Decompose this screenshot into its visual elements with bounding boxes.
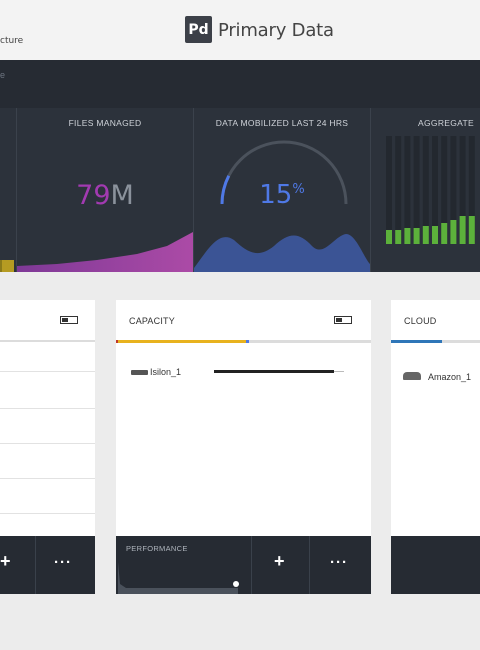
performance-handle-icon[interactable] (233, 581, 239, 587)
left-card: + ··· (0, 300, 95, 594)
capacity-track (116, 340, 371, 343)
cloud-title: CLOUD (404, 316, 437, 326)
data-mobilized-gauge (194, 140, 370, 272)
aggregate-panel: AGGREGATE (371, 108, 480, 272)
nav-fragment: e (0, 70, 6, 80)
data-mobilized-panel: DATA MOBILIZED LAST 24 HRS 15% (194, 108, 370, 272)
capacity-footer: PERFORMANCE + ··· (116, 536, 371, 594)
stub-bar (0, 260, 2, 272)
data-mobilized-unit: % (292, 182, 305, 197)
aggregate-bar-bg (413, 136, 420, 244)
aggregate-bar (422, 226, 429, 244)
capacity-card: CAPACITY Isilon_1 PERFORMANCE + ··· (116, 300, 371, 594)
storage-item-label[interactable]: Isilon_1 (150, 367, 182, 377)
view-toggle-icon[interactable] (60, 316, 78, 324)
aggregate-bar-bg (450, 136, 457, 244)
storage-icon (131, 370, 148, 375)
performance-label: PERFORMANCE (126, 544, 188, 553)
cloud-footer (391, 536, 480, 594)
row-divider (0, 513, 95, 514)
panel-divider (193, 108, 194, 272)
data-mobilized-value-wrap: 15% (194, 180, 370, 210)
add-button[interactable]: + (0, 551, 11, 571)
capacity-fill (118, 340, 246, 343)
aggregate-bar (413, 228, 420, 244)
panel-divider (370, 108, 371, 272)
aggregate-bar-bg (404, 136, 411, 244)
footer-divider (35, 536, 36, 594)
aggregate-bar (459, 216, 466, 244)
performance-sparkline (118, 562, 239, 594)
storage-usage-remaining (334, 371, 344, 372)
aggregate-bar-bg (468, 136, 475, 244)
aggregate-bar-bg (459, 136, 466, 244)
data-mobilized-wave (194, 234, 370, 272)
files-managed-unit: M (110, 180, 134, 211)
cloud-item-label[interactable]: Amazon_1 (428, 372, 472, 382)
view-toggle-icon[interactable] (334, 316, 352, 324)
aggregate-bar (441, 223, 448, 244)
aggregate-bar-bg (441, 136, 448, 244)
cloud-card: CLOUD Amazon_1 (391, 300, 480, 594)
logo-icon: Pd (185, 16, 212, 43)
aggregate-bar-bg (432, 136, 438, 244)
row-divider (0, 371, 95, 372)
row-divider (0, 408, 95, 409)
files-managed-value-wrap: 79M (17, 180, 193, 211)
more-button[interactable]: ··· (54, 554, 72, 571)
footer-divider (309, 536, 310, 594)
aggregate-bar-bg (395, 136, 402, 244)
aggregate-bar (450, 220, 457, 244)
left-card-bar (0, 340, 95, 342)
files-managed-value: 79 (76, 180, 111, 211)
aggregate-bar (404, 228, 411, 244)
cloud-track (391, 340, 480, 343)
more-capacity-button[interactable]: ··· (330, 554, 348, 571)
aggregate-bar-bg (386, 136, 392, 244)
cloud-icon (403, 372, 421, 380)
aggregate-bar-bg (422, 136, 429, 244)
app-header (0, 0, 480, 60)
data-mobilized-value: 15 (259, 180, 293, 210)
aggregate-bar (386, 230, 392, 244)
files-managed-title: FILES MANAGED (68, 118, 142, 128)
files-managed-sparkline (17, 232, 193, 272)
panel-divider (16, 108, 17, 272)
row-divider (0, 443, 95, 444)
files-managed-panel: FILES MANAGED 79M (17, 108, 193, 272)
capacity-title: CAPACITY (129, 316, 175, 326)
storage-usage-bar (214, 370, 334, 373)
left-card-footer: + ··· (0, 536, 95, 594)
cloud-fill (391, 340, 442, 343)
gauge-fill (220, 175, 231, 205)
aggregate-bars (386, 136, 475, 244)
logo-text: Primary Data (218, 20, 334, 41)
row-divider (0, 478, 95, 479)
footer-divider (251, 536, 252, 594)
header-subtitle: cture (0, 36, 24, 46)
aggregate-bar (432, 226, 438, 244)
stub-bar (0, 260, 14, 272)
data-mobilized-title: DATA MOBILIZED LAST 24 HRS (215, 118, 349, 128)
stats-panel-left-stub (0, 108, 16, 272)
nav-bar (0, 60, 480, 108)
aggregate-title: AGGREGATE (418, 118, 474, 128)
add-capacity-button[interactable]: + (274, 551, 285, 571)
aggregate-bar (468, 216, 475, 244)
aggregate-bar (395, 230, 402, 244)
